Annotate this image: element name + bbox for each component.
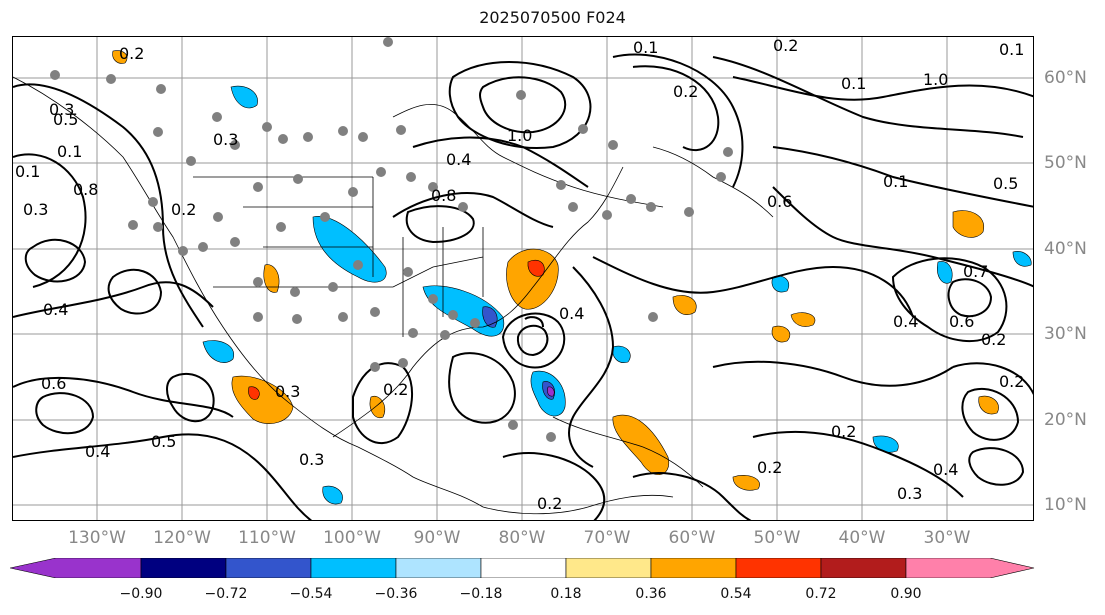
- lat-label: 40°N: [1044, 239, 1087, 259]
- weather-map: 0.2 0.1 0.4 0.2 0.1 1.0 0.3 0.1 0.3 0.5 …: [12, 36, 1034, 521]
- colorbar-segment: [480, 557, 567, 579]
- contour-label: 0.1: [841, 74, 866, 93]
- colorbar-segment: [310, 557, 397, 579]
- lat-label: 20°N: [1044, 410, 1087, 430]
- lon-label: 50°W: [753, 528, 801, 548]
- contour-label: 0.3: [213, 130, 238, 149]
- colorbar-segment: [820, 557, 907, 579]
- contour-label: 0.5: [993, 174, 1018, 193]
- contour-label: 0.4: [559, 304, 584, 323]
- colorbar-segment: [650, 557, 737, 579]
- contour-label: 0.8: [73, 180, 98, 199]
- contour-label: 0.7: [963, 262, 988, 281]
- contour-label: 0.1: [57, 142, 82, 161]
- lat-label: 60°N: [1044, 68, 1087, 88]
- colorbar-tick-label: 0.54: [720, 586, 752, 602]
- contour-label: 0.3: [49, 100, 74, 119]
- contour-label: 0.2: [673, 82, 698, 101]
- lon-label: 60°W: [668, 528, 716, 548]
- colorbar-tick-label: −0.72: [204, 586, 248, 602]
- colorbar-segment: [735, 557, 822, 579]
- lon-label: 30°W: [923, 528, 971, 548]
- contour-label: 0.1: [883, 172, 908, 191]
- contour-label: 0.1: [999, 40, 1024, 59]
- map-title: 2025070500 F024: [479, 8, 626, 27]
- contour-label: 0.2: [537, 494, 562, 513]
- contour-label: 1.0: [923, 70, 948, 89]
- lon-label: 40°W: [838, 528, 886, 548]
- contour-label: 0.1: [633, 38, 658, 57]
- colorbar-tick-label: −0.18: [459, 586, 503, 602]
- contour-label-group: 0.2 0.1 0.4 0.2 0.1 1.0 0.3 0.1 0.3 0.5 …: [15, 37, 1024, 513]
- lat-label: 30°N: [1044, 324, 1087, 344]
- contour-lines: [13, 53, 1033, 520]
- contour-label: 0.6: [767, 192, 792, 211]
- contour-label: 0.5: [53, 110, 78, 129]
- contour-label: 0.4: [893, 312, 918, 331]
- colorbar-tick-label: −0.54: [289, 586, 333, 602]
- colorbar-segment: [225, 557, 312, 579]
- contour-label: 0.3: [23, 200, 48, 219]
- lon-label: 120°W: [153, 528, 211, 548]
- contour-label: 0.4: [85, 442, 110, 461]
- lon-label: 90°W: [413, 528, 461, 548]
- colorbar-tick-label: 0.90: [890, 586, 922, 602]
- contour-label: 0.2: [383, 380, 408, 399]
- colorbar-tick-label: −0.90: [119, 586, 163, 602]
- coastlines: [13, 76, 774, 515]
- colorbar-segment: [140, 557, 227, 579]
- contour-label: 0.1: [15, 162, 40, 181]
- contour-label: 0.4: [933, 460, 958, 479]
- station-markers: [50, 37, 733, 442]
- colorbar-segment: [9, 557, 142, 579]
- colorbar-segment: [565, 557, 652, 579]
- lon-label: 100°W: [323, 528, 381, 548]
- contour-label: 0.3: [275, 382, 300, 401]
- lon-label: 110°W: [238, 528, 296, 548]
- contour-label: 0.2: [757, 458, 782, 477]
- lon-label: 80°W: [498, 528, 546, 548]
- contour-label: 0.6: [949, 312, 974, 331]
- contour-label: 0.2: [119, 44, 144, 63]
- map-canvas: 0.2 0.1 0.4 0.2 0.1 1.0 0.3 0.1 0.3 0.5 …: [13, 37, 1033, 520]
- colorbar-tick-label: 0.18: [550, 586, 582, 602]
- lon-label: 70°W: [583, 528, 631, 548]
- colorbar-segment: [905, 557, 1035, 579]
- contour-label: 0.2: [981, 330, 1006, 349]
- lat-label: 10°N: [1044, 495, 1087, 515]
- lon-label: 130°W: [68, 528, 126, 548]
- contour-label: 0.2: [999, 372, 1024, 391]
- colorbar-tick-label: 0.72: [805, 586, 837, 602]
- contour-label: 0.2: [171, 200, 196, 219]
- colorbar-tick-label: 0.36: [635, 586, 667, 602]
- contour-label: 0.4: [446, 150, 471, 169]
- contour-label: 0.2: [831, 422, 856, 441]
- contour-label: 0.2: [773, 37, 798, 55]
- contour-label: 0.3: [897, 484, 922, 503]
- contour-label: 0.6: [41, 374, 66, 393]
- contour-label: 0.5: [151, 432, 176, 451]
- contour-label: 0.3: [299, 450, 324, 469]
- lat-label: 50°N: [1044, 153, 1087, 173]
- contour-label: 0.4: [43, 300, 68, 319]
- colorbar: [9, 557, 1036, 582]
- contour-label: 1.0: [507, 126, 532, 145]
- contour-label: 0.8: [431, 186, 456, 205]
- colorbar-tick-label: −0.36: [374, 586, 418, 602]
- colorbar-segment: [395, 557, 482, 579]
